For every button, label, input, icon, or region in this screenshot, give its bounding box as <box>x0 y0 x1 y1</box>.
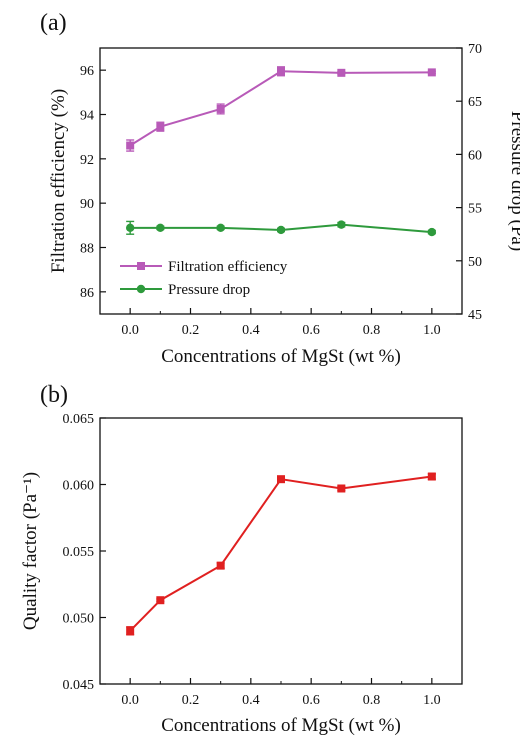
panel-b-x-tick-label: 1.0 <box>423 693 441 708</box>
pressure-drop-point <box>337 220 346 229</box>
legend-filtration-efficiency-marker <box>137 262 145 270</box>
pressure-drop-point <box>125 223 135 233</box>
quality-factor-point <box>277 475 285 484</box>
quality-factor-point <box>156 596 165 605</box>
pressure-drop-line <box>130 223 432 234</box>
quality-factor-point <box>216 561 225 570</box>
panel-a-x-tick-label: 0.4 <box>242 323 260 338</box>
panel-a-x-axis-title: Concentrations of MgSt (wt %) <box>161 346 401 367</box>
panel-a-x-tick-label: 1.0 <box>423 323 441 338</box>
panel-a-y-tick-label: 94 <box>80 109 94 124</box>
panel-a-y-tick-label: 96 <box>80 64 94 79</box>
filtration-efficiency-point <box>126 141 135 150</box>
panel-a-y2-axis-title: Pressure drop (Pa) <box>507 111 520 251</box>
panel-a-y2-tick-label: 55 <box>468 202 482 217</box>
filtration-efficiency-line <box>129 70 432 147</box>
quality-factor-point <box>126 626 135 635</box>
filtration-efficiency-point <box>337 68 346 77</box>
pressure-drop-point <box>216 223 225 233</box>
panel-b-x-tick-label: 0.8 <box>363 693 381 708</box>
pressure-drop-point <box>427 227 437 237</box>
panel-b-x-tick-label: 0.6 <box>302 693 320 708</box>
legend-pressure-drop-marker <box>136 284 146 294</box>
panel-b-y-tick-label: 0.065 <box>63 412 95 427</box>
panel-a-y-tick-label: 88 <box>80 242 94 257</box>
panel-a-x-tick-label: 0.0 <box>121 323 139 338</box>
panel-a-y2-tick-label: 60 <box>468 148 482 163</box>
filtration-efficiency-point <box>427 68 436 77</box>
panel-b-x-axis-title: Concentrations of MgSt (wt %) <box>161 715 401 736</box>
panel-b-y-tick-label: 0.060 <box>63 479 95 494</box>
filtration-efficiency-point <box>216 104 225 113</box>
legend-filtration-efficiency-text: Filtration efficiency <box>168 259 288 275</box>
filtration-efficiency-point <box>277 67 285 76</box>
filtration-efficiency-point <box>156 122 165 131</box>
panel-b-x-tick-label: 0.0 <box>121 693 139 708</box>
pressure-drop-point <box>156 223 165 233</box>
quality-factor-point <box>427 472 436 481</box>
panel-a-y-tick-label: 92 <box>80 153 94 168</box>
panel-b-label: (b) <box>40 382 68 408</box>
panel-b-y-tick-label: 0.045 <box>63 678 95 693</box>
panel-a-y-tick-label: 90 <box>80 197 94 212</box>
pressure-drop-point <box>276 225 286 235</box>
panel-a-x-tick-label: 0.6 <box>302 323 320 338</box>
panel-a-y2-tick-label: 50 <box>468 255 482 270</box>
panel-a-y-axis-title: Filtration efficiency (%) <box>48 89 69 273</box>
panel-b-y-tick-label: 0.055 <box>63 545 95 560</box>
panel-b-frame <box>99 417 463 685</box>
quality-factor-line <box>129 475 432 632</box>
panel-a-y2-tick-label: 65 <box>468 95 482 110</box>
panel-a-label: (a) <box>40 10 67 36</box>
panel-a: (a) 0.0 0.2 0.4 0.6 0.8 1.0 86 88 90 92 94 96 45 50… <box>40 10 520 367</box>
panel-b-y-tick-label: 0.050 <box>63 612 95 627</box>
panel-a-y2-tick-label: 45 <box>468 308 482 323</box>
panel-a-x-tick-label: 0.2 <box>182 323 200 338</box>
panel-a-x-tick-label: 0.8 <box>363 323 381 338</box>
panel-b: (b) 0.0 0.2 0.4 0.6 0.8 1.0 0.045 0.050 0.055 0.… <box>20 382 463 736</box>
legend-pressure-drop-text: Pressure drop <box>168 282 250 298</box>
quality-factor-point <box>337 484 346 493</box>
panel-b-y-axis-title: Quality factor (Pa⁻¹) <box>20 472 41 630</box>
panel-a-y2-tick-label: 70 <box>468 42 482 57</box>
panel-b-x-tick-label: 0.4 <box>242 693 260 708</box>
panel-a-y-tick-label: 86 <box>80 286 94 301</box>
panel-b-x-tick-label: 0.2 <box>182 693 200 708</box>
